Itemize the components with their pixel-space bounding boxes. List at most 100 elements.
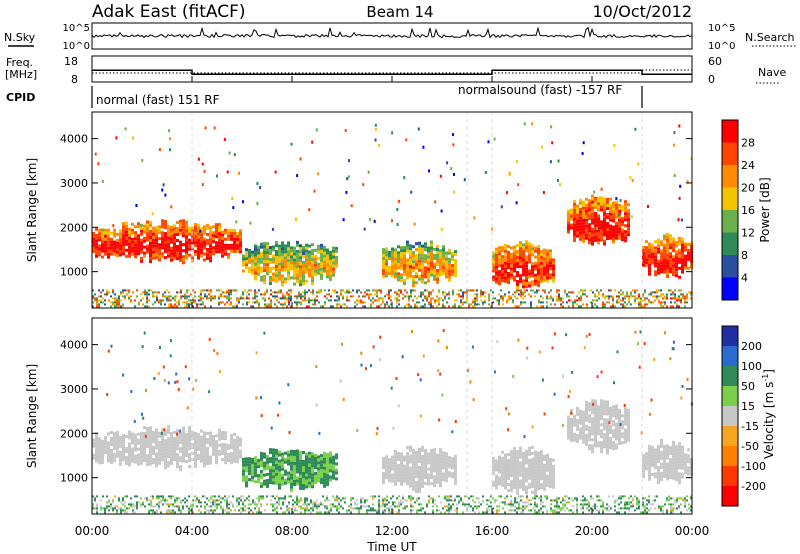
heatmap-cell [674,297,676,300]
heatmap-cell [204,305,206,308]
heatmap-cell [122,497,124,500]
heatmap-cell [194,499,196,502]
heatmap-cell [442,260,445,264]
heatmap-cell [552,467,555,471]
heatmap-cell [454,259,457,263]
heatmap-cell [518,289,520,292]
heatmap-cell [280,289,282,292]
heatmap-cell [520,289,522,292]
heatmap-cell [675,457,678,461]
heatmap-cell [102,289,104,292]
heatmap-cell [516,265,519,268]
heatmap-cell [296,240,299,244]
heatmap-cell [305,485,308,489]
heatmap-cell [400,289,402,292]
heatmap-cell [218,238,221,242]
heatmap-cell [334,289,336,292]
heatmap-cell [228,151,231,155]
heatmap-cell [678,299,680,302]
heatmap-cell [672,240,675,244]
heatmap-cell [468,303,470,306]
heatmap-cell [648,263,651,267]
heatmap-cell [314,472,317,475]
heatmap-cell [138,501,140,504]
heatmap-cell [645,452,648,456]
nave-label: Nave [758,66,786,79]
heatmap-cell [537,254,540,257]
heatmap-cell [422,291,424,294]
heatmap-cell [209,232,212,236]
heatmap-cell [302,487,305,490]
heatmap-cell [540,305,542,308]
heatmap-cell [282,305,284,308]
heatmap-cell [131,228,134,232]
heatmap-cell [648,242,651,246]
heatmap-cell [666,247,669,251]
heatmap-cell [615,431,618,435]
heatmap-cell [391,274,394,278]
heatmap-cell [316,295,318,298]
heatmap-cell [612,225,615,229]
heatmap-cell [188,226,191,230]
heatmap-cell [597,217,600,221]
heatmap-cell [284,472,287,476]
heatmap-cell [102,297,104,300]
heatmap-cell [204,293,206,296]
heatmap-cell [442,478,445,482]
heatmap-cell [200,233,203,237]
heatmap-cell [196,305,198,308]
heatmap-cell [242,257,245,261]
heatmap-cell [358,301,360,304]
heatmap-cell [394,458,397,462]
heatmap-cell [627,438,630,442]
heatmap-cell [516,283,519,286]
heatmap-cell [579,433,582,437]
heatmap-cell [597,232,600,236]
heatmap-cell [305,482,308,486]
heatmap-cell [110,503,112,506]
heatmap-cell [161,188,164,192]
heatmap-cell [110,461,113,464]
heatmap-cell [164,439,167,443]
heatmap-cell [323,254,326,258]
heatmap-cell [515,201,518,205]
heatmap-cell [190,509,192,512]
heatmap-cell [188,429,191,433]
heatmap-cell [125,227,128,231]
heatmap-cell [114,303,116,306]
heatmap-cell [226,170,229,174]
heatmap-cell [174,501,176,504]
heatmap-cell [92,441,95,445]
heatmap-cell [176,459,179,463]
heatmap-cell [122,252,125,256]
heatmap-cell [518,305,520,308]
heatmap-cell [424,452,427,455]
station-title: Adak East (fitACF) [92,2,246,22]
heatmap-cell [209,259,212,263]
heatmap-cell [161,225,164,229]
heatmap-cell [296,276,299,280]
heatmap-cell [218,235,221,239]
heatmap-cell [293,477,296,480]
heatmap-cell [421,469,424,473]
heatmap-cell [382,266,385,270]
heatmap-cell [140,223,143,227]
heatmap-cell [498,255,501,259]
y-tick-label: 3000 [60,177,88,190]
heatmap-cell [609,440,612,443]
heatmap-cell [146,427,149,431]
heatmap-cell [654,261,657,265]
heatmap-cell [621,235,624,239]
heatmap-cell [585,215,588,219]
heatmap-cell [501,456,504,460]
heatmap-cell [546,456,549,460]
heatmap-cell [612,423,615,427]
heatmap-cell [194,432,197,435]
heatmap-cell [537,487,540,491]
heatmap-cell [573,202,576,206]
heatmap-cell [452,143,455,147]
heatmap-cell [342,297,344,300]
heatmap-cell [382,272,385,276]
heatmap-cell [128,436,131,440]
heatmap-cell [143,456,146,459]
